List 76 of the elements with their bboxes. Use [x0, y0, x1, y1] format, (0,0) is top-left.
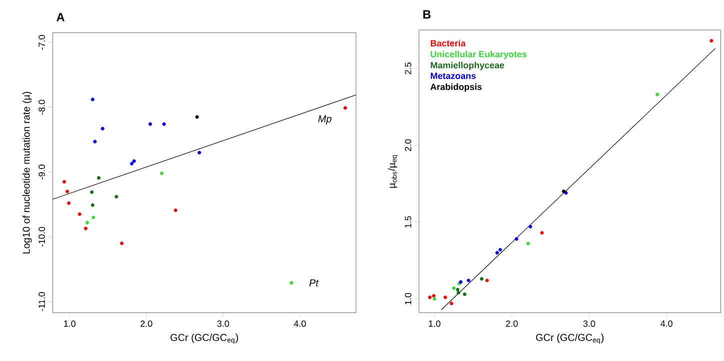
- point: [100, 126, 104, 130]
- point: [710, 38, 714, 43]
- y-tick-label: 1.0: [404, 292, 412, 304]
- point: [96, 176, 101, 180]
- point: [65, 190, 70, 194]
- point: [93, 140, 97, 144]
- text: Mamiellophyceae: [430, 62, 504, 70]
- point: [498, 248, 502, 252]
- y-tick-label: -7.0: [38, 35, 45, 50]
- x-axis-title: GCr (GC/GC$_{eq}$): [170, 334, 238, 344]
- point: [132, 159, 136, 163]
- point: [195, 115, 199, 119]
- x-tick-label: 2.0: [140, 320, 152, 327]
- point: [432, 297, 436, 301]
- point: [120, 242, 124, 246]
- annotation: Pt: [309, 279, 319, 286]
- point: [90, 98, 94, 102]
- point: [92, 216, 96, 220]
- chart-title: B: [423, 10, 431, 18]
- point: [343, 106, 348, 110]
- point: [78, 212, 82, 216]
- point: [456, 290, 460, 295]
- point: [528, 224, 532, 228]
- y-tick-label: -9.0: [38, 164, 45, 180]
- x-tick-label: 1.0: [64, 320, 76, 327]
- point: [62, 180, 66, 184]
- text: Arabidopsis: [430, 83, 482, 92]
- x-tick-label: 4.0: [660, 320, 672, 327]
- point: [562, 190, 566, 194]
- point: [462, 292, 466, 296]
- point: [162, 122, 166, 126]
- point: [85, 220, 90, 224]
- x-tick-label: 3.0: [217, 320, 230, 327]
- x-axis-title: GCr (GC/GC$_{eq}$): [536, 334, 604, 344]
- point: [290, 281, 294, 285]
- text: Metazoans: [430, 72, 476, 80]
- point: [84, 226, 88, 230]
- x-tick-label: 1.0: [428, 320, 440, 327]
- point: [160, 172, 164, 176]
- point: [432, 294, 436, 298]
- y-tick-label: -10.0: [38, 226, 45, 247]
- y-axis-title: µ$_{obs}$/µ$_{eq}$: [388, 155, 398, 188]
- point: [480, 277, 484, 281]
- point: [174, 208, 178, 212]
- point: [67, 201, 71, 205]
- point: [428, 296, 432, 300]
- point: [90, 203, 94, 207]
- x-tick-label: 4.0: [294, 320, 306, 327]
- point: [450, 302, 454, 306]
- x-tick-label: 2.0: [506, 320, 518, 327]
- point: [456, 288, 460, 292]
- point: [198, 150, 202, 154]
- point: [514, 237, 518, 241]
- point: [495, 250, 499, 255]
- point: [540, 231, 544, 235]
- annotation: Mp: [318, 115, 332, 124]
- point: [148, 122, 152, 126]
- point: [90, 190, 94, 194]
- point: [114, 194, 118, 198]
- point: [655, 92, 660, 96]
- x-tick-label: 3.0: [583, 320, 596, 327]
- y-tick-label: -8.0: [38, 100, 45, 115]
- y-tick-label: 1.5: [404, 216, 412, 228]
- y-axis-title: Log10 of nucleotide mutation rate (µ): [22, 92, 32, 254]
- text: Bacteria: [430, 40, 466, 46]
- y-tick-label: 2.0: [404, 139, 412, 152]
- point: [130, 162, 134, 166]
- point: [485, 278, 489, 282]
- y-tick-label: -11.0: [38, 292, 45, 312]
- point: [444, 296, 448, 300]
- point: [466, 278, 470, 282]
- point: [526, 242, 530, 246]
- y-tick-label: 2.5: [404, 62, 412, 74]
- text: Unicellular Eukaryotes: [430, 50, 527, 60]
- point: [452, 286, 456, 290]
- chart-title: A: [56, 12, 65, 22]
